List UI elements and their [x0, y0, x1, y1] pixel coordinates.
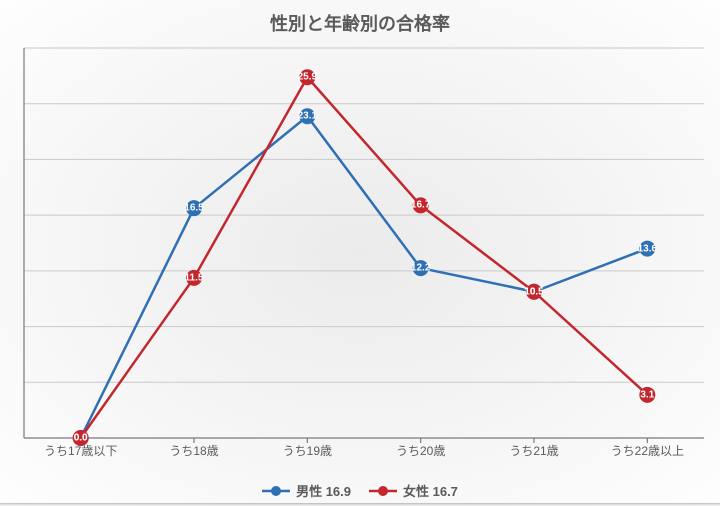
series-marker-0-2 [299, 108, 315, 124]
chart-svg [0, 0, 720, 506]
legend-label-female: 女性 16.7 [403, 481, 458, 500]
x-axis-labels: うち17歳以下 うち18歳 うち19歳 うち20歳 うち21歳 うち22歳以上 [0, 442, 720, 458]
series-marker-1-2 [299, 69, 315, 85]
chart-background [0, 0, 720, 506]
series-marker-1-3 [413, 197, 429, 213]
legend-label-male: 男性 16.9 [296, 481, 351, 500]
series-marker-0-5 [639, 241, 655, 257]
x-label-2: うち19歳 [283, 442, 332, 459]
x-label-0: うち17歳以下 [44, 442, 117, 459]
series-marker-1-5 [639, 387, 655, 403]
legend-item-male: 男性 16.9 [262, 481, 351, 500]
series-marker-0-1 [186, 200, 202, 216]
series-marker-1-4 [526, 284, 542, 300]
x-label-3: うち20歳 [396, 442, 445, 459]
chart-title: 性別と年齢別の合格率 [0, 10, 720, 36]
x-label-4: うち21歳 [509, 442, 558, 459]
x-label-1: うち18歳 [169, 442, 218, 459]
x-label-5: うち22歳以上 [611, 442, 684, 459]
chart-container: 性別と年齢別の合格率 うち17歳以下うち18歳うち19歳うち20歳うち21歳うち… [0, 0, 720, 506]
legend-item-female: 女性 16.7 [369, 481, 458, 500]
legend: 男性 16.9 女性 16.7 [0, 481, 720, 500]
series-marker-0-3 [413, 260, 429, 276]
series-marker-1-1 [186, 270, 202, 286]
